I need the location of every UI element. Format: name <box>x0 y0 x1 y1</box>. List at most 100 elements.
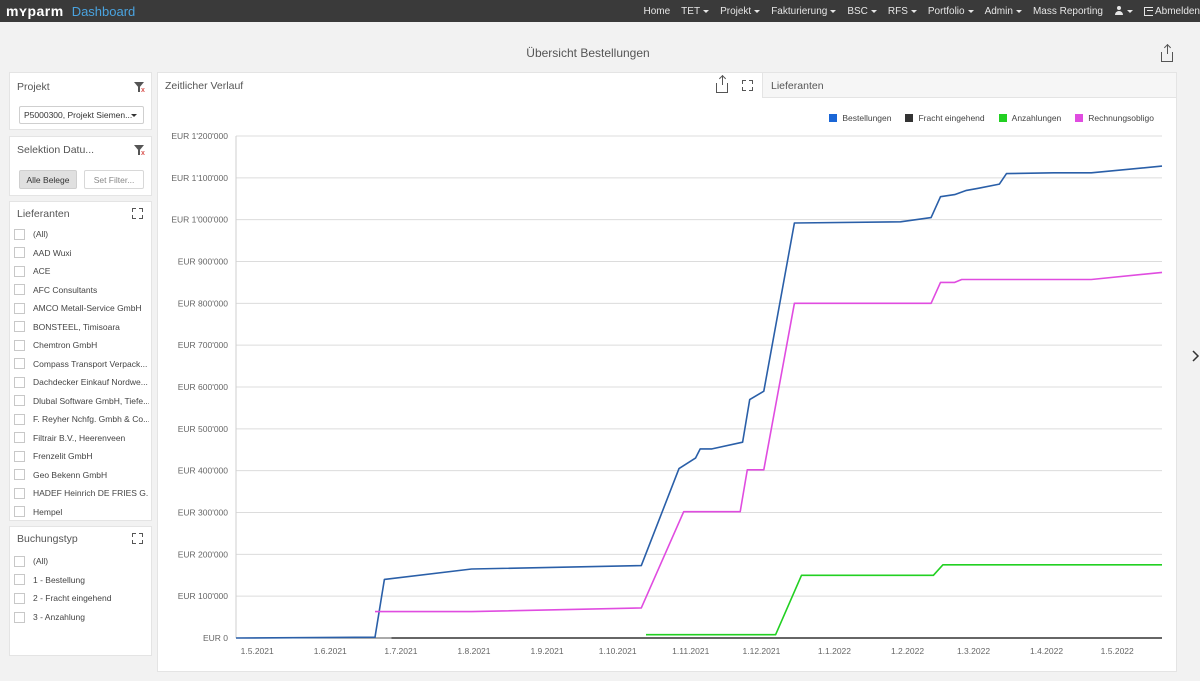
filter-checkbox-item[interactable]: (All) <box>14 227 149 241</box>
x-tick-label: 1.5.2022 <box>1101 646 1134 656</box>
checkbox[interactable] <box>14 413 25 425</box>
nav-item-mass-reporting[interactable]: Mass Reporting <box>1033 6 1103 17</box>
filter-checkbox-item[interactable]: HADEF Heinrich DE FRIES G... <box>14 486 149 500</box>
nav-item-tet[interactable]: TET <box>681 6 710 17</box>
checkbox[interactable] <box>14 432 25 443</box>
filter-checkbox-item[interactable]: Hempel <box>14 505 149 519</box>
checkbox-label: F. Reyher Nchfg. Gmbh & Co... <box>33 414 149 424</box>
alle-belege-button[interactable]: Alle Belege <box>19 170 77 189</box>
checkbox[interactable] <box>14 265 25 277</box>
y-tick-label: EUR 300'000 <box>178 508 229 518</box>
caret-down-icon <box>910 9 917 13</box>
checkbox[interactable] <box>14 376 25 388</box>
nav-item-label: BSC <box>847 5 868 17</box>
export-icon[interactable] <box>716 76 728 93</box>
nav-item-rfs[interactable]: RFS <box>888 6 917 17</box>
logout-link[interactable]: Abmelden <box>1143 6 1200 17</box>
checkbox-label: 1 - Bestellung <box>33 574 85 585</box>
legend-swatch <box>998 114 1007 122</box>
filter-checkbox-item[interactable]: Geo Bekenn GmbH <box>14 468 149 482</box>
checkbox[interactable] <box>14 339 25 351</box>
filter-checkbox-item[interactable]: F. Reyher Nchfg. Gmbh & Co... <box>14 412 149 426</box>
filter-checkbox-item[interactable]: BONSTEEL, Timisoara <box>14 320 149 334</box>
checkbox[interactable] <box>14 321 25 332</box>
checkbox[interactable] <box>14 450 25 462</box>
legend-item[interactable]: Anzahlungen <box>998 113 1061 123</box>
page-title: Übersicht Bestellungen <box>526 46 650 60</box>
main-menu: Home TET Projekt Fakturierung BSC RFS Portfoli… <box>632 0 1200 22</box>
checkbox[interactable] <box>14 611 25 623</box>
checkbox[interactable] <box>14 284 25 295</box>
expand-icon[interactable] <box>132 208 143 219</box>
expand-icon[interactable] <box>132 533 143 544</box>
y-tick-label: EUR 500'000 <box>178 424 229 434</box>
checkbox-label: Dlubal Software GmbH, Tiefe... <box>33 395 149 406</box>
checkbox[interactable] <box>14 555 25 567</box>
x-tick-label: 1.11.2021 <box>672 646 709 656</box>
chevron-right-icon[interactable] <box>1191 349 1200 367</box>
filter-checkbox-item[interactable]: 3 - Anzahlung <box>14 610 149 624</box>
legend-swatch <box>905 114 914 122</box>
expand-icon[interactable] <box>742 80 753 91</box>
filter-checkbox-item[interactable]: AAD Wuxi <box>14 246 149 260</box>
tab-zeitlicher-verlauf[interactable]: Zeitlicher Verlauf <box>158 73 762 98</box>
caret-down-icon <box>830 9 837 13</box>
checkbox[interactable] <box>14 395 25 406</box>
tab-lieferanten[interactable]: Lieferanten <box>762 73 1176 98</box>
checkbox-label: BONSTEEL, Timisoara <box>33 321 120 332</box>
clear-filter-icon[interactable]: x <box>134 144 146 157</box>
nav-item-portfolio[interactable]: Portfolio <box>928 6 974 17</box>
checkbox[interactable] <box>14 574 25 586</box>
export-icon[interactable] <box>1161 45 1173 62</box>
checkbox-label: (All) <box>33 556 49 566</box>
checkbox[interactable] <box>14 247 25 258</box>
user-menu[interactable] <box>1114 6 1133 16</box>
caret-down-icon <box>1015 9 1022 13</box>
nav-item-home[interactable]: Home <box>643 6 670 17</box>
lieferanten-filter-title: Lieferanten <box>17 208 70 220</box>
checkbox-label: Hempel <box>33 506 63 517</box>
filter-checkbox-item[interactable]: Dachdecker Einkauf Nordwe... <box>14 375 149 389</box>
checkbox-label: HADEF Heinrich DE FRIES G... <box>33 488 149 498</box>
nav-item-fakturierung[interactable]: Fakturierung <box>771 6 837 17</box>
checkbox-label: Chemtron GmbH <box>33 340 98 350</box>
y-tick-label: EUR 100'000 <box>178 591 229 601</box>
legend-item[interactable]: Rechnungsobligo <box>1075 113 1154 123</box>
checkbox[interactable] <box>14 228 25 240</box>
checkbox[interactable] <box>14 358 25 369</box>
buchungstyp-filter-title: Buchungstyp <box>17 533 78 545</box>
lieferanten-filter-panel: Lieferanten (All) AAD Wuxi ACE AFC Consulta… <box>9 201 152 521</box>
nav-item-admin[interactable]: Admin <box>985 6 1022 17</box>
filter-checkbox-item[interactable]: 1 - Bestellung <box>14 573 149 587</box>
nav-item-bsc[interactable]: BSC <box>847 6 877 17</box>
filter-checkbox-item[interactable]: ACE <box>14 264 149 278</box>
filter-checkbox-item[interactable]: (All) <box>14 554 149 568</box>
checkbox[interactable] <box>14 469 25 480</box>
filter-checkbox-item[interactable]: AFC Consultants <box>14 283 149 297</box>
checkbox[interactable] <box>14 592 25 604</box>
set-filter-button[interactable]: Set Filter... <box>84 170 144 189</box>
filter-checkbox-item[interactable]: 2 - Fracht eingehend <box>14 591 149 605</box>
filter-checkbox-item[interactable]: Frenzelit GmbH <box>14 449 149 463</box>
checkbox[interactable] <box>14 487 25 499</box>
filter-checkbox-item[interactable]: Chemtron GmbH <box>14 338 149 352</box>
filter-checkbox-item[interactable]: AMCO Metall-Service GmbH <box>14 301 149 315</box>
checkbox[interactable] <box>14 302 25 314</box>
checkbox[interactable] <box>14 506 25 517</box>
nav-item-projekt[interactable]: Projekt <box>720 6 761 17</box>
legend-label: Rechnungsobligo <box>1088 113 1154 123</box>
x-tick-label: 1.9.2021 <box>530 646 563 656</box>
app-logo[interactable]: mʏparm Dashboard <box>0 0 135 22</box>
y-tick-label: EUR 0 <box>203 633 228 643</box>
legend-item[interactable]: Fracht eingehend <box>905 113 985 123</box>
x-tick-label: 1.8.2021 <box>457 646 490 656</box>
filter-checkbox-item[interactable]: Dlubal Software GmbH, Tiefe... <box>14 394 149 408</box>
filter-checkbox-item[interactable]: Filtrair B.V., Heerenveen <box>14 431 149 445</box>
nav-item-label: Admin <box>984 5 1013 17</box>
clear-filter-icon[interactable]: x <box>134 81 146 94</box>
y-tick-label: EUR 700'000 <box>178 340 229 350</box>
legend-item[interactable]: Bestellungen <box>829 113 891 123</box>
projekt-select[interactable]: P5000300, Projekt Siemen... <box>19 106 144 124</box>
projekt-filter-panel: Projekt x P5000300, Projekt Siemen... <box>9 72 152 130</box>
filter-checkbox-item[interactable]: Compass Transport Verpack... <box>14 357 149 371</box>
